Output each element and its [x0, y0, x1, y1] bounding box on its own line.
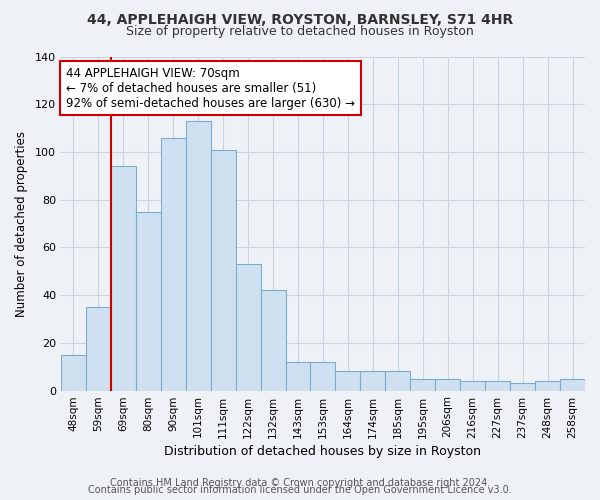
- Bar: [385, 372, 410, 390]
- Bar: [111, 166, 136, 390]
- Y-axis label: Number of detached properties: Number of detached properties: [15, 130, 28, 316]
- Text: Contains public sector information licensed under the Open Government Licence v3: Contains public sector information licen…: [88, 485, 512, 495]
- Bar: [485, 381, 510, 390]
- Bar: [510, 384, 535, 390]
- Bar: [310, 362, 335, 390]
- Text: 44, APPLEHAIGH VIEW, ROYSTON, BARNSLEY, S71 4HR: 44, APPLEHAIGH VIEW, ROYSTON, BARNSLEY, …: [87, 12, 513, 26]
- Bar: [286, 362, 310, 390]
- Bar: [460, 381, 485, 390]
- Bar: [361, 372, 385, 390]
- Text: Contains HM Land Registry data © Crown copyright and database right 2024.: Contains HM Land Registry data © Crown c…: [110, 478, 490, 488]
- Bar: [560, 378, 585, 390]
- Bar: [186, 121, 211, 390]
- Bar: [61, 355, 86, 390]
- Bar: [410, 378, 435, 390]
- Bar: [535, 381, 560, 390]
- Bar: [435, 378, 460, 390]
- Bar: [136, 212, 161, 390]
- Bar: [161, 138, 186, 390]
- Bar: [86, 307, 111, 390]
- X-axis label: Distribution of detached houses by size in Royston: Distribution of detached houses by size …: [164, 444, 481, 458]
- Bar: [211, 150, 236, 390]
- Text: 44 APPLEHAIGH VIEW: 70sqm
← 7% of detached houses are smaller (51)
92% of semi-d: 44 APPLEHAIGH VIEW: 70sqm ← 7% of detach…: [66, 66, 355, 110]
- Bar: [260, 290, 286, 390]
- Text: Size of property relative to detached houses in Royston: Size of property relative to detached ho…: [126, 25, 474, 38]
- Bar: [335, 372, 361, 390]
- Bar: [236, 264, 260, 390]
